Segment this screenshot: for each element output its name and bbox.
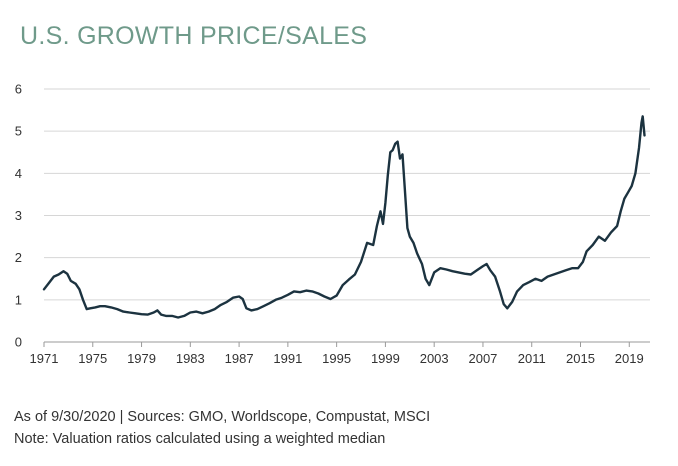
series-line <box>42 115 646 319</box>
x-tick-label: 1975 <box>78 351 107 366</box>
y-tick-label: 6 <box>15 82 22 97</box>
y-tick-label: 1 <box>15 292 22 307</box>
y-tick-label: 2 <box>15 250 22 265</box>
x-tick-label: 1999 <box>371 351 400 366</box>
y-tick-label: 0 <box>15 335 22 350</box>
chart-title: U.S. GROWTH PRICE/SALES <box>20 22 368 50</box>
x-tick-label: 2003 <box>420 351 449 366</box>
gridlines <box>44 88 650 301</box>
x-tick-label: 1979 <box>127 351 156 366</box>
y-tick-label: 5 <box>15 124 22 139</box>
y-tick-label: 4 <box>15 166 22 181</box>
y-tick-label: 3 <box>15 208 22 223</box>
x-tick-label: 2011 <box>518 351 546 366</box>
line-chart: 0 1 2 3 4 5 6 1971 1975 1979 1983 1987 1991 1995 1999… <box>15 82 650 366</box>
x-tick-label: 1995 <box>322 351 351 366</box>
x-tick-label: 2015 <box>566 351 595 366</box>
x-axis-ticks: 1971 1975 1979 1983 1987 1991 1995 1999 2003 2007… <box>30 342 644 366</box>
source-footnote: As of 9/30/2020 | Sources: GMO, Worldsco… <box>14 409 431 425</box>
x-tick-label: 1983 <box>176 351 205 366</box>
x-tick-label: 1991 <box>273 351 302 366</box>
x-tick-label: 2019 <box>615 351 644 366</box>
y-axis-ticks: 0 1 2 3 4 5 6 <box>15 82 22 350</box>
x-tick-label: 1971 <box>30 351 59 366</box>
x-tick-label: 1987 <box>225 351 254 366</box>
x-tick-label: 2007 <box>468 351 497 366</box>
methodology-note: Note: Valuation ratios calculated using … <box>14 431 386 447</box>
